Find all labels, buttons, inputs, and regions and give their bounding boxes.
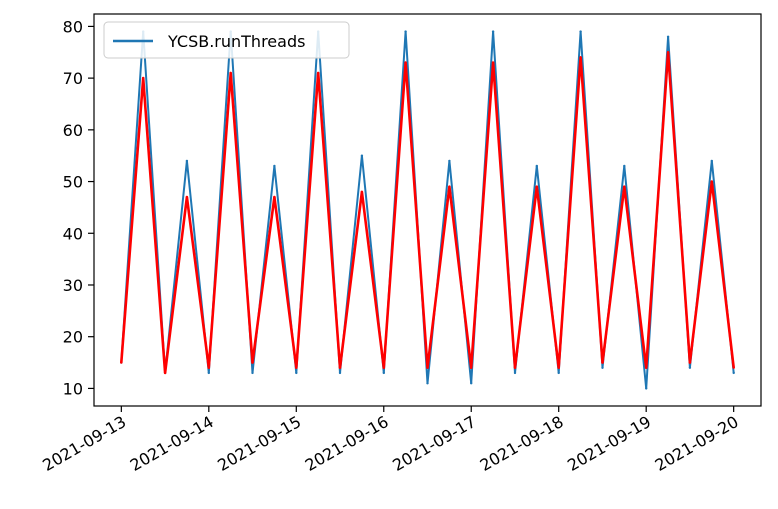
x-tick-label: 2021-09-18 <box>477 412 567 475</box>
y-tick-label: 30 <box>63 276 83 295</box>
data-point <box>513 366 517 369</box>
data-point <box>404 30 407 33</box>
x-tick-label: 2021-09-16 <box>302 412 392 475</box>
data-point <box>732 366 735 369</box>
data-point <box>185 195 189 199</box>
y-tick-label: 20 <box>63 328 83 347</box>
x-tick-label: 2021-09-19 <box>564 412 654 475</box>
data-point <box>295 371 298 375</box>
data-point <box>557 366 560 369</box>
data-point <box>273 164 276 168</box>
data-point <box>120 361 123 364</box>
data-point <box>426 366 429 369</box>
data-point <box>601 366 604 369</box>
data-point <box>710 159 713 163</box>
data-point <box>623 164 626 168</box>
data-point <box>448 159 451 163</box>
data-point <box>535 164 538 168</box>
x-tick-label: 2021-09-17 <box>389 412 479 475</box>
legend: YCSB.runThreads <box>103 21 350 59</box>
data-point <box>207 371 210 375</box>
data-point <box>360 190 364 194</box>
series-layer <box>120 30 735 390</box>
data-point <box>185 159 189 163</box>
data-point <box>666 35 670 38</box>
x-tick-label: 2021-09-13 <box>39 412 129 475</box>
data-point <box>645 366 648 369</box>
data-point <box>557 371 560 375</box>
data-point <box>404 61 407 64</box>
data-point <box>426 382 429 385</box>
y-tick-label: 40 <box>63 224 83 243</box>
x-tick-label: 2021-09-15 <box>214 412 304 475</box>
data-point <box>317 71 320 75</box>
data-point <box>163 371 167 375</box>
data-point <box>295 366 298 369</box>
data-point <box>579 56 582 59</box>
data-point <box>360 154 364 157</box>
data-point <box>535 185 538 188</box>
data-point <box>470 366 473 369</box>
data-point <box>579 30 582 33</box>
data-point <box>251 371 254 375</box>
data-point <box>251 361 254 364</box>
data-point <box>229 71 232 75</box>
y-tick-label: 70 <box>63 69 83 88</box>
data-point <box>710 180 713 183</box>
data-point <box>732 371 735 375</box>
x-tick-label: 2021-09-20 <box>652 412 742 475</box>
data-point <box>470 382 473 385</box>
plot-frame <box>93 13 762 407</box>
data-point <box>382 371 385 375</box>
data-point <box>491 30 495 33</box>
y-tick-label: 50 <box>63 173 83 192</box>
legend-box <box>103 21 350 59</box>
y-tick-label: 60 <box>63 121 83 140</box>
data-point <box>338 366 342 369</box>
data-point <box>338 371 342 375</box>
legend-label: YCSB.runThreads <box>167 32 305 51</box>
series-line-smoothed <box>120 51 735 375</box>
data-point <box>666 51 670 54</box>
data-point <box>601 361 604 364</box>
y-tick-label: 10 <box>63 379 83 398</box>
data-point <box>273 195 276 199</box>
data-point <box>688 361 692 364</box>
data-point <box>645 387 648 390</box>
data-point <box>513 371 517 375</box>
data-point <box>688 366 692 369</box>
data-point <box>207 366 210 369</box>
data-point <box>491 61 495 64</box>
y-tick-label: 80 <box>63 17 83 36</box>
data-point <box>448 185 451 188</box>
x-tick-label: 2021-09-14 <box>127 412 217 475</box>
data-point <box>623 185 626 188</box>
data-point <box>382 366 385 369</box>
data-point <box>142 76 145 80</box>
